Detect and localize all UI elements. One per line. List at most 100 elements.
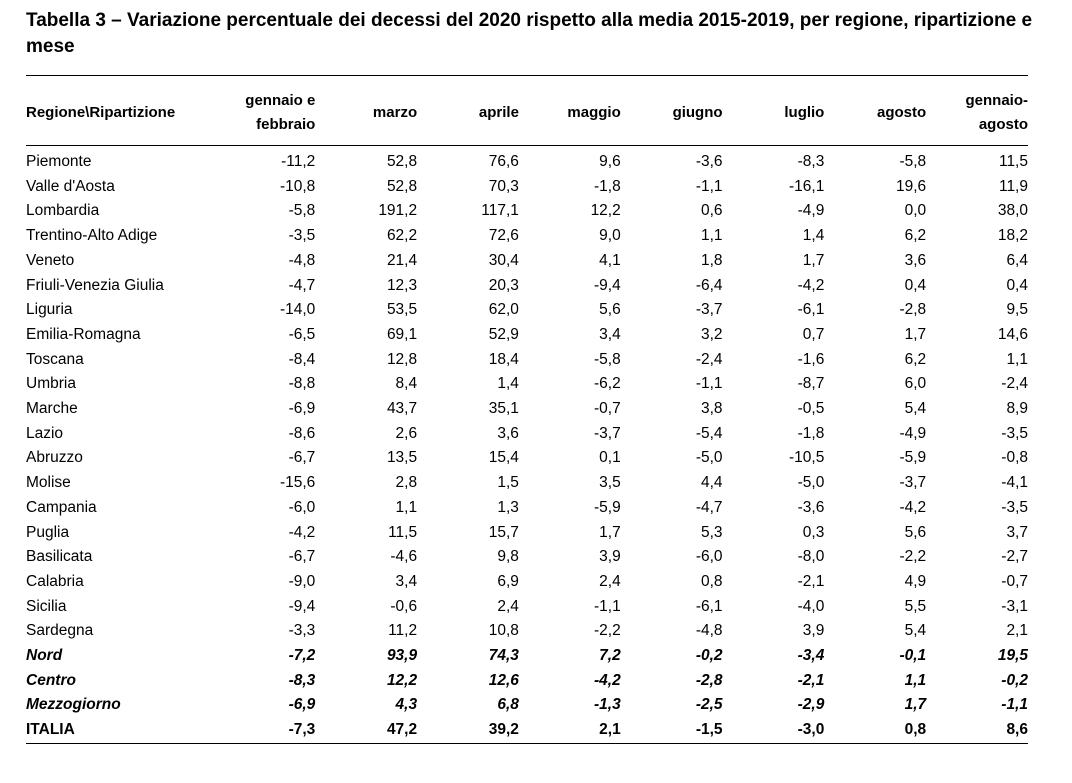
value-cell: -4,8 <box>695 622 723 640</box>
value-cell: 0,6 <box>700 202 723 220</box>
value-cell: -5,4 <box>695 424 723 442</box>
value-cell: 3,6 <box>904 251 927 269</box>
value-cell: -6,0 <box>695 548 723 566</box>
region-name-cell: Piemonte <box>26 153 92 170</box>
value-cell: -4,6 <box>390 548 418 566</box>
value-cell: 0,4 <box>1006 276 1028 294</box>
value-cell: -3,5 <box>1001 498 1028 516</box>
region-name-cell: Valle d'Aosta <box>26 177 115 195</box>
region-name-cell: Sicilia <box>26 597 67 615</box>
table-row: Sardegna -3,3 11,2 10,8 -2,2 -4,8 3,9 5,4 2,1 <box>26 619 1028 644</box>
value-cell: -4,7 <box>695 498 723 516</box>
value-cell: -0,6 <box>390 597 418 615</box>
region-name-cell: Marche <box>26 400 78 418</box>
column-header-gen-ago-text: gennaio-agosto <box>965 92 1029 133</box>
table-row: Molise -15,6 2,8 1,5 3,5 4,4 -5,0 -3,7 -4,1 <box>26 471 1028 496</box>
value-cell: -6,5 <box>288 325 316 343</box>
value-cell: -9,0 <box>288 572 316 590</box>
top-rule <box>26 75 1028 76</box>
region-name-cell: Campania <box>26 498 97 516</box>
value-cell: -1,1 <box>594 597 621 615</box>
value-cell: -6,9 <box>288 696 316 714</box>
value-cell: 4,4 <box>700 474 723 492</box>
value-cell: 1,4 <box>497 375 519 393</box>
value-cell: -10,5 <box>789 449 825 467</box>
region-name-cell: Emilia-Romagna <box>26 325 141 343</box>
value-cell: 5,5 <box>904 597 927 615</box>
value-cell: -3,3 <box>288 622 316 640</box>
column-header-gen-feb-text: gennaio e febbraio <box>245 92 316 133</box>
table-row: Marche -6,9 43,7 35,1 -0,7 3,8 -0,5 5,4 8,9 <box>26 397 1028 422</box>
value-cell: -6,2 <box>594 375 621 393</box>
value-cell: 9,0 <box>599 227 621 245</box>
table-row: Basilicata -6,7 -4,6 9,8 3,9 -6,0 -8,0 -2,2 -2,7 <box>26 545 1028 570</box>
value-cell: 1,7 <box>904 325 927 343</box>
value-cell: 6,0 <box>904 375 927 393</box>
value-cell: 69,1 <box>386 325 418 343</box>
column-header-gen-feb: gennaio e febbraio <box>213 86 315 146</box>
value-cell: -2,1 <box>797 572 825 590</box>
value-cell: 1,1 <box>904 671 927 689</box>
region-name-cell: Mezzogiorno <box>26 696 121 714</box>
value-cell: -2,8 <box>695 671 723 689</box>
value-cell: 6,8 <box>497 696 519 714</box>
value-cell: 18,2 <box>997 227 1028 245</box>
value-cell: -1,3 <box>594 696 621 714</box>
table-row: Puglia -4,2 11,5 15,7 1,7 5,3 0,3 5,6 3,7 <box>26 521 1028 546</box>
value-cell: -1,1 <box>1001 696 1028 714</box>
value-cell: 0,3 <box>802 523 825 541</box>
value-cell: -2,4 <box>695 350 723 368</box>
value-cell: 12,2 <box>590 202 621 220</box>
value-cell: 11,5 <box>998 153 1028 170</box>
table-row: Campania -6,0 1,1 1,3 -5,9 -4,7 -3,6 -4,2 -3,5 <box>26 496 1028 521</box>
value-cell: 1,1 <box>700 227 723 245</box>
value-cell: -1,1 <box>695 375 723 393</box>
table-row: Nord -7,2 93,9 74,3 7,2 -0,2 -3,4 -0,1 19,5 <box>26 644 1028 669</box>
value-cell: 19,5 <box>997 647 1028 665</box>
value-cell: -7,2 <box>288 647 316 665</box>
value-cell: -5,0 <box>797 474 825 492</box>
value-cell: -4,8 <box>288 251 316 269</box>
column-header-luglio: luglio <box>784 104 825 121</box>
value-cell: -6,0 <box>288 498 316 516</box>
region-name-cell: Umbria <box>26 375 76 393</box>
value-cell: 2,6 <box>395 424 418 442</box>
value-cell: 8,4 <box>395 375 418 393</box>
value-cell: 62,2 <box>386 227 418 245</box>
value-cell: 4,3 <box>395 696 418 714</box>
value-cell: 74,3 <box>488 647 519 665</box>
value-cell: 1,1 <box>1006 350 1028 368</box>
value-cell: -6,4 <box>695 276 723 294</box>
region-name-cell: Abruzzo <box>26 449 83 467</box>
value-cell: -3,4 <box>797 647 825 665</box>
value-cell: 53,5 <box>386 301 418 319</box>
value-cell: 5,4 <box>904 622 927 640</box>
value-cell: -4,2 <box>797 276 825 294</box>
value-cell: -4,7 <box>288 276 316 294</box>
value-cell: 4,9 <box>904 572 927 590</box>
value-cell: 2,8 <box>395 474 418 492</box>
column-header-aprile: aprile <box>478 104 519 121</box>
value-cell: 0,8 <box>904 721 927 739</box>
value-cell: -3,7 <box>594 424 621 442</box>
value-cell: 12,8 <box>386 350 418 368</box>
region-name-cell: Veneto <box>26 251 75 269</box>
value-cell: -1,5 <box>695 721 723 739</box>
value-cell: 11,9 <box>998 177 1028 195</box>
value-cell: 43,7 <box>386 400 418 418</box>
value-cell: 1,4 <box>802 227 825 245</box>
value-cell: -5,9 <box>899 449 927 467</box>
value-cell: 8,9 <box>1006 400 1028 418</box>
value-cell: -0,2 <box>695 647 723 665</box>
value-cell: 191,2 <box>378 202 418 220</box>
column-header-region: Regione\Ripartizione <box>26 104 176 121</box>
value-cell: 1,7 <box>599 523 621 541</box>
value-cell: -5,9 <box>594 498 621 516</box>
table-row: Friuli-Venezia Giulia -4,7 12,3 20,3 -9,4 -6,… <box>26 274 1028 299</box>
value-cell: 12,6 <box>488 671 519 689</box>
value-cell: 6,2 <box>904 227 927 245</box>
value-cell: 15,4 <box>488 449 519 467</box>
value-cell: 0,1 <box>599 449 621 467</box>
region-name-cell: Liguria <box>26 301 73 319</box>
value-cell: 2,4 <box>497 597 519 615</box>
